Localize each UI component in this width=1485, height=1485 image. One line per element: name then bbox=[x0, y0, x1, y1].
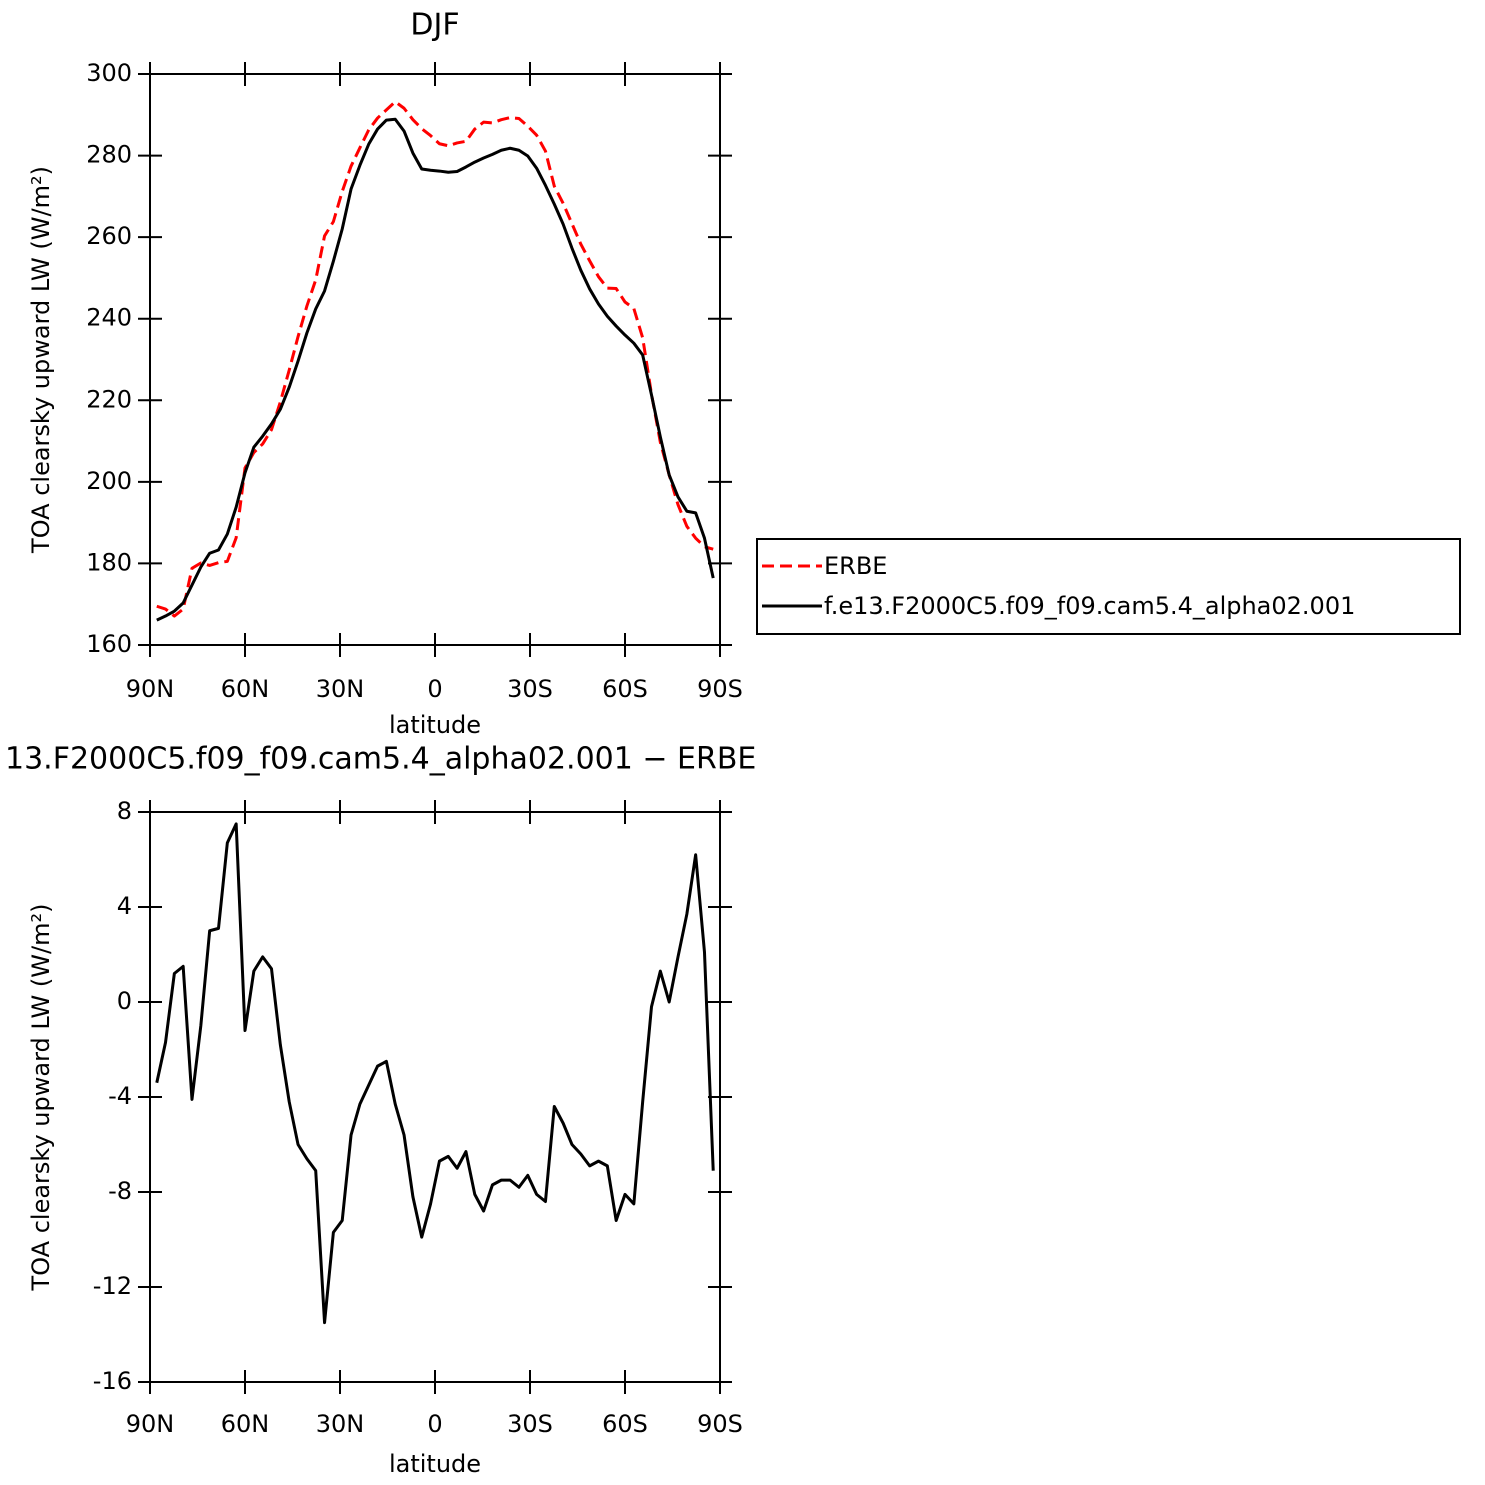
y-tick-label: 0 bbox=[117, 987, 132, 1015]
data-line bbox=[156, 100, 714, 618]
y-tick-label: -12 bbox=[93, 1272, 132, 1300]
y-tick-label: 160 bbox=[86, 630, 132, 658]
x-tick-label: 60N bbox=[221, 675, 270, 703]
y-tick-label: 300 bbox=[86, 59, 132, 87]
x-tick-label: 30S bbox=[507, 1410, 553, 1438]
plot-frame bbox=[149, 73, 721, 646]
x-tick-label: 90N bbox=[126, 1410, 175, 1438]
plot-frame bbox=[149, 811, 721, 1383]
y-tick-label: -8 bbox=[108, 1177, 132, 1205]
data-line bbox=[155, 822, 715, 1325]
chart-title: DJF bbox=[410, 8, 459, 43]
chart-title: 13.F2000C5.f09_f09.cam5.4_alpha02.001 − … bbox=[5, 742, 756, 777]
y-axis-label: TOA clearsky upward LW (W/m²) bbox=[27, 166, 55, 554]
x-tick-label: 60S bbox=[602, 675, 648, 703]
x-tick-label: 30S bbox=[507, 675, 553, 703]
x-tick-label: 90S bbox=[697, 1410, 743, 1438]
x-tick-label: 60N bbox=[221, 1410, 270, 1438]
y-tick-label: 200 bbox=[86, 467, 132, 495]
y-tick-label: 8 bbox=[117, 797, 132, 825]
x-tick-label: 0 bbox=[427, 1410, 442, 1438]
x-axis-label: latitude bbox=[389, 711, 481, 739]
y-tick-label: 4 bbox=[117, 892, 132, 920]
legend-label: f.e13.F2000C5.f09_f09.cam5.4_alpha02.001 bbox=[824, 592, 1355, 620]
data-line bbox=[156, 117, 715, 622]
legend-box bbox=[756, 538, 1461, 635]
x-tick-label: 0 bbox=[427, 675, 442, 703]
y-tick-label: 260 bbox=[86, 222, 132, 250]
y-tick-label: -16 bbox=[93, 1367, 132, 1395]
y-tick-label: 220 bbox=[86, 385, 132, 413]
legend-label: ERBE bbox=[824, 552, 887, 580]
x-axis-label: latitude bbox=[389, 1450, 481, 1478]
legend: ERBE f.e13.F2000C5.f09_f09.cam5.4_alpha0… bbox=[762, 552, 1355, 620]
x-tick-label: 60S bbox=[602, 1410, 648, 1438]
x-tick-label: 90S bbox=[697, 675, 743, 703]
y-tick-label: -4 bbox=[108, 1082, 132, 1110]
y-tick-label: 180 bbox=[86, 548, 132, 576]
x-tick-label: 90N bbox=[126, 675, 175, 703]
x-tick-label: 30N bbox=[316, 1410, 365, 1438]
y-tick-label: 280 bbox=[86, 141, 132, 169]
y-tick-label: 240 bbox=[86, 304, 132, 332]
x-tick-label: 30N bbox=[316, 675, 365, 703]
y-axis-label: TOA clearsky upward LW (W/m²) bbox=[27, 904, 55, 1292]
